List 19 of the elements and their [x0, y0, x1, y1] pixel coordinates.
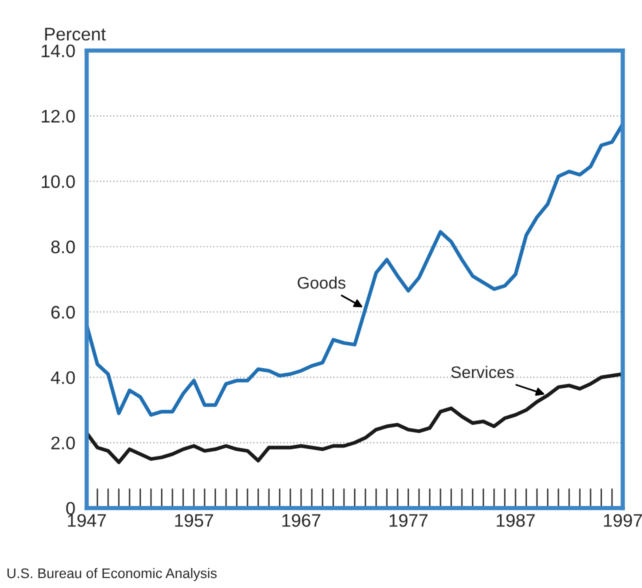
- y-tick-label: 10.0: [42, 175, 75, 188]
- x-tick-label: 1997: [604, 514, 642, 527]
- y-axis-title: Percent: [45, 28, 106, 41]
- y-tick-label: 0: [66, 502, 75, 515]
- y-tick-label: 2.0: [51, 436, 75, 450]
- y-tick-label: 14.0: [42, 44, 75, 58]
- line-series: [86, 122, 623, 417]
- x-tick-label: 1957: [175, 514, 214, 527]
- x-tick-label: 1987: [496, 514, 535, 527]
- y-tick-label: 8.0: [51, 240, 75, 254]
- y-tick-label: 4.0: [50, 371, 75, 384]
- y-tick-label: 12.0: [42, 110, 75, 123]
- y-tick-label: 6.0: [51, 306, 75, 319]
- series-label: Goods: [298, 276, 346, 289]
- x-tick-label: 1977: [390, 514, 428, 527]
- x-tick-label: 1947: [68, 514, 106, 527]
- x-tick-label: 1967: [282, 514, 320, 527]
- text: U.S. Bureau of Economic Analysis: [7, 568, 217, 581]
- series-label: Services: [451, 366, 514, 378]
